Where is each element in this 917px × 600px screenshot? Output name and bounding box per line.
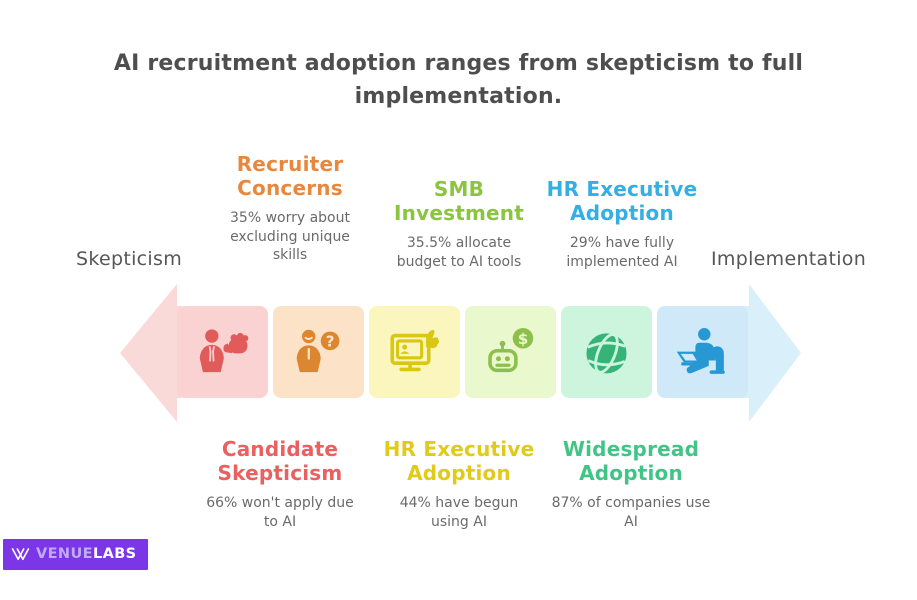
globe-icon xyxy=(586,332,627,374)
callout-heading: Recruiter Concerns xyxy=(236,152,344,200)
person-rejection-icon xyxy=(199,328,249,372)
callout-hr-executive-adoption-bottom: HR Executive Adoption 44% have begun usi… xyxy=(379,437,539,531)
stage-box-candidate-skepticism xyxy=(177,306,268,398)
stage-box-smb-investment: $ xyxy=(465,306,556,398)
callout-heading: HR Executive Adoption xyxy=(383,437,535,485)
callout-heading: HR Executive Adoption xyxy=(546,177,698,225)
callout-hr-executive-adoption-top: HR Executive Adoption 29% have fully imp… xyxy=(542,177,702,271)
stage-box-recruiter-concerns: ? xyxy=(273,306,364,398)
callout-detail: 29% have fully implemented AI xyxy=(566,235,678,270)
brand-text: VENUELABS xyxy=(36,547,137,562)
callout-detail: 35.5% allocate budget to AI tools xyxy=(396,235,522,270)
callout-heading: Candidate Skepticism xyxy=(217,437,343,485)
page-title: AI recruitment adoption ranges from skep… xyxy=(113,51,804,109)
callout-recruiter-concerns: Recruiter Concerns 35% worry about exclu… xyxy=(215,152,365,265)
callout-detail: 66% won't apply due to AI xyxy=(206,495,354,530)
callout-widespread-adoption: Widespread Adoption 87% of companies use… xyxy=(551,437,711,531)
spectrum-label-skepticism: Skepticism xyxy=(76,248,182,270)
callout-detail: 44% have begun using AI xyxy=(399,495,519,530)
callout-smb-investment: SMB Investment 35.5% allocate budget to … xyxy=(389,177,529,271)
question-glyph: ? xyxy=(326,332,335,350)
person-desk-icon xyxy=(676,327,725,374)
callout-heading: SMB Investment xyxy=(394,177,524,225)
dollar-glyph: $ xyxy=(518,330,529,348)
callout-detail: 35% worry about excluding unique skills xyxy=(230,210,350,264)
stage-box-widespread-adoption xyxy=(561,306,652,398)
callout-heading: Widespread Adoption xyxy=(562,437,700,485)
venuelabs-logo-icon xyxy=(11,548,30,561)
stage-box-implementation xyxy=(657,306,748,398)
robot-dollar-icon: $ xyxy=(488,327,534,372)
person-question-icon: ? xyxy=(296,329,340,372)
right-arrow-icon xyxy=(749,284,801,422)
venuelabs-logo: VENUELABS xyxy=(3,539,148,570)
brand-suffix: LABS xyxy=(92,546,137,563)
brand-prefix: VENUE xyxy=(36,546,93,563)
callout-candidate-skepticism: Candidate Skepticism 66% won't apply due… xyxy=(200,437,360,531)
stage-box-hr-executive-adoption xyxy=(369,306,460,398)
left-arrow-icon xyxy=(120,284,177,422)
spectrum-label-implementation: Implementation xyxy=(711,248,867,270)
monitor-candidate-icon xyxy=(390,329,440,371)
callout-detail: 87% of companies use AI xyxy=(551,495,711,530)
